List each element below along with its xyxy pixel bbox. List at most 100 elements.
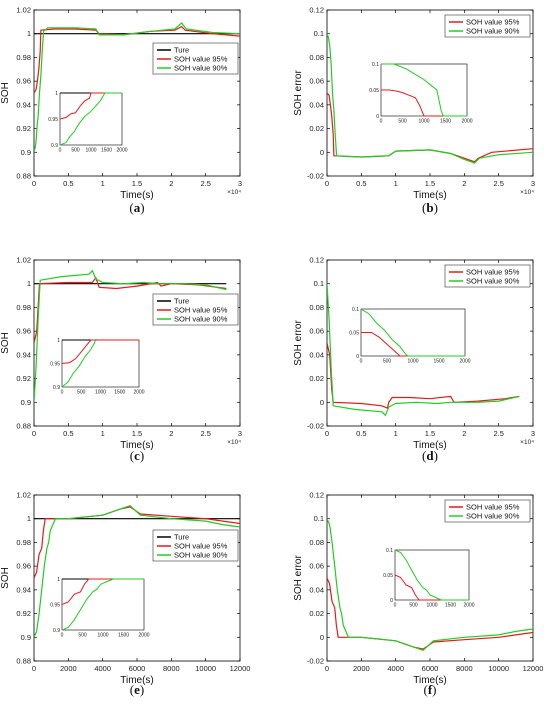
- y-tick-label: 0: [320, 398, 324, 407]
- panel-caption: (c): [130, 448, 144, 463]
- legend-entry: Ture: [174, 533, 189, 542]
- inset-x-tick-label: 0: [59, 148, 62, 154]
- y-tick-label: 0.92: [16, 374, 31, 383]
- inset-x-tick-label: 500: [71, 148, 80, 154]
- x-exponent: ×10⁴: [520, 189, 534, 196]
- inset-plot: 0 500 1000 1500 2000 0 0.05 0.1: [349, 307, 471, 365]
- inset-y-tick-label: 0: [356, 354, 359, 360]
- x-tick-label: 0.5: [356, 179, 366, 188]
- inset-series-line-s95: [60, 92, 122, 120]
- x-axis-label: Time(s): [120, 440, 154, 451]
- series-group: [34, 505, 240, 638]
- inset-x-tick-label: 1000: [85, 148, 96, 154]
- x-tick-label: 8000: [456, 664, 473, 673]
- inset-x-tick-label: 1000: [426, 603, 437, 609]
- y-tick-label: 0.9: [21, 398, 31, 407]
- y-tick-label: -0.02: [307, 422, 324, 431]
- y-tick-label: 0.08: [309, 53, 324, 62]
- plot-frame: [33, 494, 241, 662]
- legend-entry: SOH value 95%: [174, 306, 228, 315]
- inset-y-tick-label: 0.95: [48, 117, 58, 123]
- y-tick-label: 0.1: [314, 29, 324, 38]
- y-tick-label: -0.02: [307, 172, 324, 181]
- inset-x-tick-label: 500: [398, 119, 407, 125]
- inset-series-line-s95: [381, 89, 467, 117]
- inset-x-tick-label: 1000: [97, 633, 108, 639]
- x-axis-label: Time(s): [120, 675, 154, 686]
- y-tick-label: 0: [320, 148, 324, 157]
- x-tick-label: 2.5: [200, 429, 210, 438]
- y-tick-label: 0.9: [21, 633, 31, 642]
- inset-x-tick-label: 0: [61, 390, 64, 396]
- y-tick-label: 0.88: [16, 172, 31, 181]
- inset-plot: 0 500 1000 1500 2000 0.9 0.95 1: [48, 91, 128, 154]
- x-tick-label: 0.5: [63, 179, 73, 188]
- inset-series-line-s90: [395, 549, 469, 601]
- inset-x-tick-label: 1500: [118, 633, 129, 639]
- y-axis-label: SOH: [0, 332, 11, 354]
- x-axis-label: Time(s): [413, 440, 447, 451]
- inset-y-tick-label: 0: [376, 114, 379, 120]
- y-tick-label: 0.12: [309, 6, 324, 15]
- inset-series-line-s95: [361, 332, 465, 357]
- x-tick-label: 3: [531, 429, 535, 438]
- series-line-s90: [327, 33, 533, 164]
- x-tick-label: 2.5: [493, 429, 503, 438]
- x-tick-label: 3: [238, 429, 242, 438]
- legend-entry: SOH value 90%: [174, 64, 228, 73]
- x-tick-label: 0.5: [63, 429, 73, 438]
- inset-x-tick-label: 1000: [418, 119, 429, 125]
- series-group: [327, 283, 520, 417]
- y-tick-label: 1.02: [16, 6, 31, 15]
- inset-x-tick-label: 2000: [461, 119, 472, 125]
- chart-panel-a: 0 0.5 1 1.5 2 2.5 3 0.88 0.9 0.92 0.94 0.96 0.98 1 1.0…: [0, 6, 242, 216]
- inset-y-tick-label: 0.95: [50, 362, 60, 368]
- y-tick-label: 0.1: [314, 279, 324, 288]
- legend-entry: SOH value 90%: [174, 315, 228, 324]
- x-tick-label: 2000: [353, 664, 370, 673]
- x-tick-label: 2: [462, 179, 466, 188]
- legend-entry: Ture: [174, 46, 189, 55]
- x-tick-label: 3: [238, 179, 242, 188]
- series-group: [327, 33, 533, 164]
- chart-panel-b: 0 0.5 1 1.5 2 2.5 3-0.0200.020.040.060.080.10.…: [293, 6, 535, 216]
- y-tick-label: 0.98: [16, 538, 31, 547]
- y-tick-label: 1: [27, 29, 31, 38]
- x-tick-label: 12000: [523, 664, 544, 673]
- series-line-s90: [34, 269, 227, 403]
- chart-panel-c: 0 0.5 1 1.5 2 2.5 3 0.88 0.9 0.92 0.94 0.96 0.98 1 1.0…: [0, 256, 242, 464]
- chart-panel-d: 0 0.5 1 1.5 2 2.5 3-0.0200.020.040.060.080.10.…: [293, 256, 535, 464]
- inset-y-tick-label: 0.9: [51, 143, 58, 149]
- inset-y-tick-label: 0: [390, 598, 393, 604]
- inset-x-tick-label: 500: [77, 390, 86, 396]
- legend: SOH value 95%SOH value 90%: [444, 264, 531, 288]
- y-tick-label: 0.98: [16, 303, 31, 312]
- x-tick-label: 0: [325, 429, 329, 438]
- x-tick-label: 6000: [129, 664, 146, 673]
- x-exponent: ×10⁴: [520, 439, 534, 446]
- x-axis-label: Time(s): [413, 190, 447, 201]
- inset-x-tick-label: 2000: [138, 633, 149, 639]
- inset-y-tick-label: 0.1: [386, 548, 393, 554]
- x-tick-label: 2: [169, 179, 173, 188]
- inset-frame: [61, 578, 145, 631]
- y-tick-label: 0.06: [309, 562, 324, 571]
- panel-caption: (a): [129, 200, 144, 215]
- y-tick-label: 0.02: [309, 374, 324, 383]
- legend-entry: SOH value 90%: [466, 512, 520, 521]
- inset-series-line-s95: [395, 574, 469, 601]
- y-axis-label: SOH: [0, 82, 11, 104]
- y-tick-label: 0.04: [309, 100, 324, 109]
- x-tick-label: 10000: [488, 664, 509, 673]
- legend-entry: SOH value 90%: [174, 551, 228, 560]
- inset-x-tick-label: 0: [360, 359, 363, 365]
- y-tick-label: 1: [27, 279, 31, 288]
- inset-frame: [61, 339, 140, 388]
- inset-x-tick-label: 2000: [459, 359, 470, 365]
- y-tick-label: 0: [320, 633, 324, 642]
- x-tick-label: 2000: [60, 664, 77, 673]
- y-tick-label: 0.12: [309, 491, 324, 500]
- y-tick-label: 0.9: [21, 148, 31, 157]
- inset-x-tick-label: 2000: [133, 390, 144, 396]
